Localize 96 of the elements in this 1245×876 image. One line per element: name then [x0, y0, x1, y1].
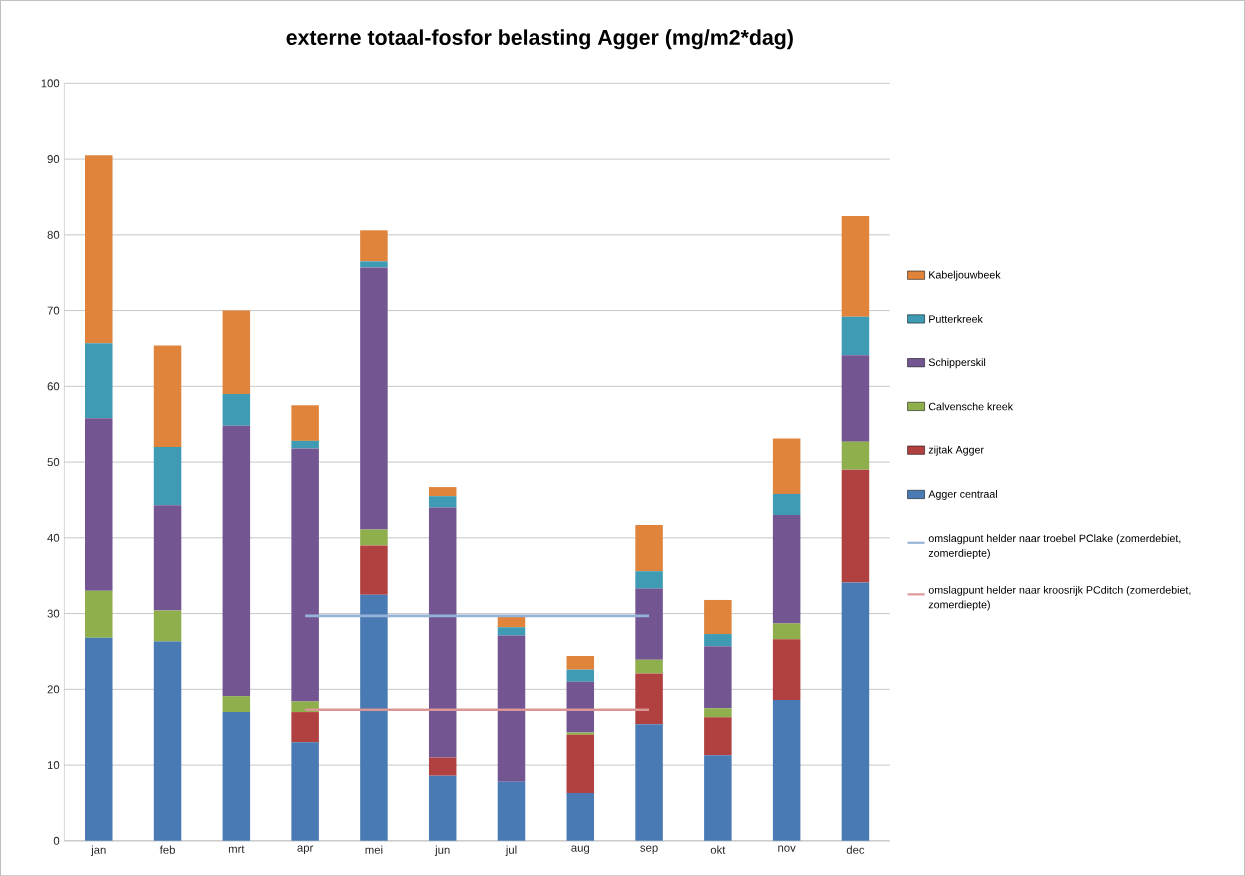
bar: [772, 623, 801, 640]
x-tick-label: feb: [159, 845, 175, 854]
bar: [153, 446, 182, 506]
bar: [566, 793, 595, 841]
legend-label: Calvensche kreek: [928, 402, 1014, 411]
x-tick-label: jun: [434, 845, 450, 856]
legend-label: Kabeljouwbeek: [929, 270, 1001, 281]
x-tick-label: okt: [710, 845, 726, 854]
bar: [635, 673, 663, 725]
y-tick-label: 90: [47, 154, 60, 163]
y-tick-label: 60: [47, 382, 60, 391]
y-tick-label: 100: [41, 79, 60, 88]
bar: [153, 641, 182, 841]
bar: [704, 755, 732, 841]
x-tick-label: jan: [90, 845, 106, 856]
bar: [222, 310, 251, 394]
y-tick-label: 30: [47, 609, 60, 618]
bar: [841, 215, 870, 317]
bar: [153, 345, 182, 447]
bar: [497, 635, 526, 782]
x-tick-label: mei: [365, 845, 383, 854]
bar: [704, 633, 732, 647]
bar: [772, 515, 801, 624]
bar: [85, 343, 113, 419]
x-tick-label: nov: [778, 845, 796, 852]
bar: [841, 469, 870, 583]
x-tick-label: aug: [571, 845, 590, 854]
bar: [566, 734, 595, 794]
bar: [635, 571, 663, 589]
bar: [772, 639, 801, 700]
bar: [635, 524, 663, 572]
bar: [360, 545, 388, 595]
bar: [497, 627, 526, 636]
x-tick-label: mrt: [228, 845, 245, 853]
bar: [704, 708, 732, 718]
bar: [291, 711, 319, 743]
legend-label: Agger centraal: [928, 489, 997, 500]
bar: [428, 496, 457, 508]
legend-label: omslagpunt helder naar troebel PClake (zomerdebiet, zomerdiepte): [928, 534, 1181, 559]
bar: [841, 582, 870, 841]
y-tick-label: 40: [47, 533, 60, 542]
bar: [291, 742, 319, 841]
x-tick-label: dec: [846, 845, 865, 854]
bar: [153, 505, 182, 611]
legend-label: omslagpunt helder naar kroosrijk PCditch (zomerdebiet, zomerdiepte): [928, 585, 1191, 611]
bar: [291, 440, 319, 449]
bar: [841, 355, 870, 442]
bar: [772, 493, 801, 515]
bar: [566, 669, 595, 682]
bar: [704, 599, 732, 634]
bar: [222, 425, 251, 697]
legend-label: Schipperskil: [928, 358, 986, 369]
bar: [704, 717, 732, 756]
x-tick-label: sep: [640, 845, 658, 854]
bar: [566, 655, 595, 670]
bar: [566, 681, 595, 733]
bar: [428, 757, 457, 776]
chart-title: externe totaal-fosfor belasting Agger (mg/m2*dag): [286, 29, 793, 50]
bar: [704, 646, 732, 709]
bar: [85, 590, 113, 638]
bar: [153, 610, 182, 642]
bar: [841, 316, 870, 356]
x-tick-label: apr: [297, 845, 314, 854]
bar: [85, 637, 113, 841]
y-tick-label: 10: [47, 760, 60, 769]
bar: [85, 155, 113, 344]
bar: [635, 659, 663, 674]
bar: [360, 230, 388, 262]
bar: [497, 616, 526, 628]
bar: [360, 529, 388, 546]
bar: [222, 711, 251, 841]
bar: [428, 507, 457, 758]
bar: [772, 438, 801, 494]
y-tick-label: 20: [47, 685, 60, 694]
bar: [772, 699, 801, 841]
legend-label: zijtak Agger: [928, 445, 984, 456]
bar: [635, 588, 663, 660]
bar: [841, 441, 870, 470]
y-tick-label: 50: [47, 457, 60, 466]
bar: [291, 405, 319, 441]
bar: [428, 775, 457, 841]
bar: [497, 781, 526, 841]
y-tick-label: 80: [47, 230, 60, 239]
bar: [291, 448, 319, 702]
bar: [360, 261, 388, 268]
y-tick-label: 70: [47, 306, 60, 315]
bar: [360, 594, 388, 841]
bar: [428, 486, 457, 497]
bar: [85, 418, 113, 591]
legend-label: Putterkreek: [929, 314, 983, 323]
bar: [360, 267, 388, 530]
x-tick-label: jul: [505, 845, 517, 856]
y-tick-label: 0: [53, 836, 60, 845]
bar: [222, 393, 251, 426]
bar: [635, 724, 663, 841]
bar: [222, 696, 251, 712]
